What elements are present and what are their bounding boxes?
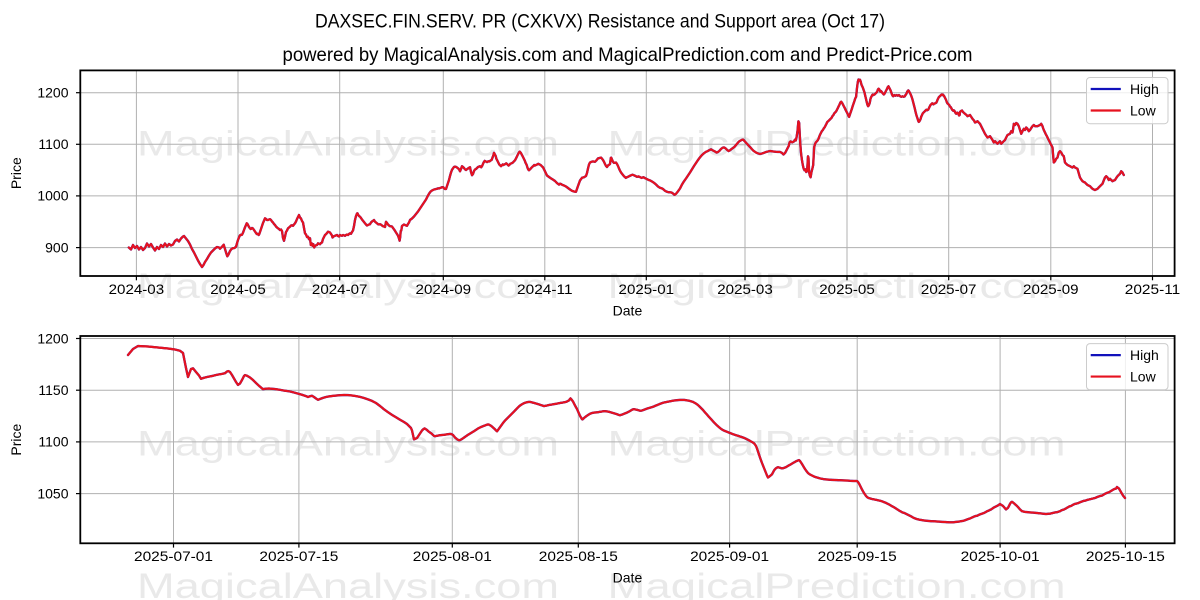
svg-text:DAXSEC.FIN.SERV. PR (CXKVX) Re: DAXSEC.FIN.SERV. PR (CXKVX) Resistance a… [315, 11, 885, 33]
svg-text:High: High [1130, 347, 1159, 363]
svg-text:2024-05: 2024-05 [210, 281, 266, 297]
svg-text:High: High [1130, 81, 1159, 97]
svg-text:2025-10-15: 2025-10-15 [1086, 548, 1165, 564]
svg-text:2024-07: 2024-07 [312, 281, 368, 297]
svg-text:2025-10-01: 2025-10-01 [961, 548, 1040, 564]
svg-text:2025-07-01: 2025-07-01 [134, 548, 213, 564]
svg-text:Low: Low [1130, 102, 1157, 118]
svg-text:2025-07-15: 2025-07-15 [259, 548, 338, 564]
svg-text:MagicalPrediction.com: MagicalPrediction.com [608, 267, 1066, 306]
svg-text:2025-09-15: 2025-09-15 [818, 548, 897, 564]
svg-text:2025-08-01: 2025-08-01 [413, 548, 492, 564]
svg-text:MagicalAnalysis.com: MagicalAnalysis.com [137, 267, 559, 306]
svg-text:Price: Price [8, 157, 24, 189]
svg-text:2025-11: 2025-11 [1125, 281, 1181, 297]
svg-text:2025-08-15: 2025-08-15 [539, 548, 618, 564]
svg-text:MagicalPrediction.com: MagicalPrediction.com [608, 425, 1066, 464]
svg-text:2024-11: 2024-11 [517, 281, 573, 297]
svg-text:2025-09: 2025-09 [1023, 281, 1079, 297]
svg-text:2025-05: 2025-05 [819, 281, 875, 297]
svg-text:2025-09-01: 2025-09-01 [690, 548, 769, 564]
svg-text:powered by MagicalAnalysis.com: powered by MagicalAnalysis.com and Magic… [283, 44, 973, 66]
svg-text:1150: 1150 [38, 382, 68, 398]
svg-text:2024-09: 2024-09 [416, 281, 472, 297]
svg-text:MagicalAnalysis.com: MagicalAnalysis.com [137, 425, 559, 464]
svg-text:1100: 1100 [38, 434, 68, 450]
svg-text:1000: 1000 [37, 188, 68, 204]
svg-text:Price: Price [8, 423, 24, 455]
svg-text:2025-03: 2025-03 [717, 281, 773, 297]
svg-text:MagicalPrediction.com: MagicalPrediction.com [608, 567, 1066, 600]
svg-text:2024-03: 2024-03 [109, 281, 165, 297]
svg-text:2025-01: 2025-01 [619, 281, 675, 297]
svg-text:1050: 1050 [37, 485, 68, 501]
svg-text:Low: Low [1130, 368, 1157, 384]
svg-text:900: 900 [45, 239, 69, 255]
svg-text:Date: Date [613, 570, 643, 586]
svg-text:2025-07: 2025-07 [921, 281, 977, 297]
svg-text:MagicalAnalysis.com: MagicalAnalysis.com [137, 567, 559, 600]
svg-text:1200: 1200 [37, 85, 68, 101]
svg-text:1200: 1200 [37, 330, 68, 346]
svg-text:Date: Date [613, 302, 643, 318]
svg-text:1100: 1100 [38, 136, 68, 152]
